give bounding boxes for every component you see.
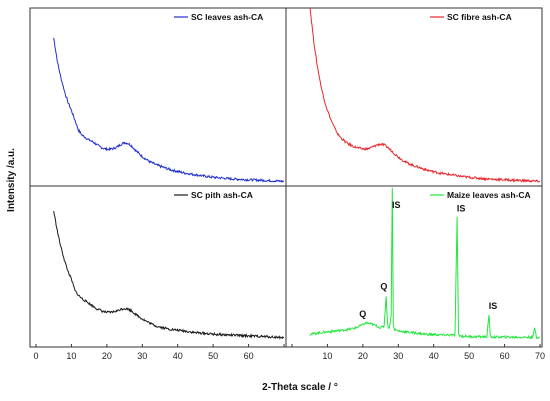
x-axis-title: 2-Theta scale / ° [262,382,338,393]
x-tick-label: 40 [429,351,439,361]
x-tick-label: 70 [535,351,545,361]
x-tick-label: 60 [500,351,510,361]
legend-label-bottom-right: Maize leaves ash-CA [447,190,531,200]
series-line-bottom-left [53,211,285,340]
legend-label-top-right: SC fibre ash-CA [447,12,512,22]
x-tick-label: 60 [244,351,254,361]
peak-label-0: Q [359,309,366,319]
x-tick-label: 40 [173,351,183,361]
series-curves [53,8,541,340]
x-tick-label: 0 [33,351,38,361]
series-line-bottom-right [309,187,540,340]
legend-label-bottom-left: SC pith ash-CA [191,190,253,200]
series-line-top-left [53,37,285,183]
panel-frames [29,7,543,348]
peak-label-2: IS [392,200,401,210]
peak-label-4: IS [489,301,498,311]
x-tick-label: 10 [66,351,76,361]
panel-frame-bottom-left [29,185,287,348]
panel-frame-bottom-right [285,185,543,348]
peak-label-1: Q [380,281,387,291]
peak-annotations: Q Q IS IS IS [359,200,497,319]
x-tick-label: 50 [208,351,218,361]
x-tick-label: 50 [464,351,474,361]
x-tick-label: 20 [102,351,112,361]
legend-label-top-left: SC leaves ash-CA [191,12,263,22]
panel-frame-top-right [285,7,543,187]
panel-frame-top-left [29,7,287,187]
peak-label-3: IS [457,204,466,214]
x-tick-label: 30 [137,351,147,361]
x-tick-label: 10 [322,351,332,361]
x-axis-ticks: 0 10 20 30 40 50 60 10 20 30 40 50 60 70 [33,344,545,361]
x-tick-label: 20 [358,351,368,361]
x-tick-label: 30 [393,351,403,361]
y-axis-title: Intensity /a.u. [6,148,17,212]
series-line-top-right [309,8,541,183]
legends: SC leaves ash-CA SC fibre ash-CA SC pith a… [174,12,531,200]
